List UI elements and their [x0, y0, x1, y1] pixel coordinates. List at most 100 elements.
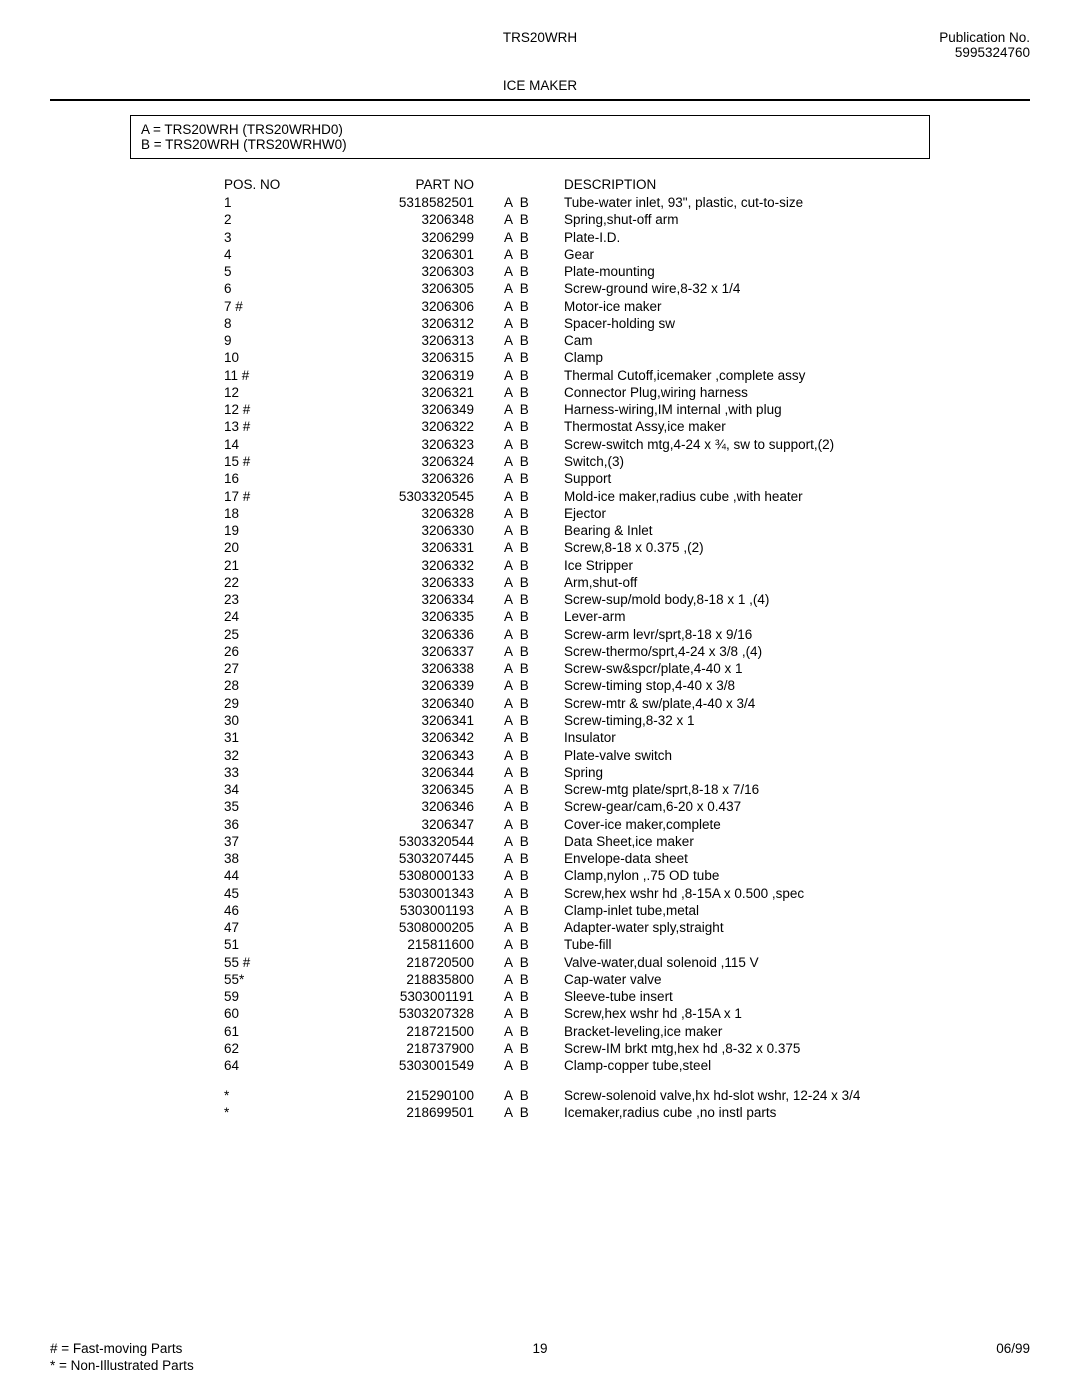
cell-ab: A B — [504, 194, 564, 211]
cell-part: 3206334 — [344, 591, 504, 608]
cell-pos: 64 — [224, 1057, 344, 1074]
cell-desc: Spacer-holding sw — [564, 315, 1010, 332]
cell-ab: A B — [504, 919, 564, 936]
cell-pos: 61 — [224, 1023, 344, 1040]
cell-desc: Ice Stripper — [564, 557, 1010, 574]
cell-desc: Clamp-inlet tube,metal — [564, 902, 1010, 919]
table-row: 253206336A BScrew-arm levr/sprt,8-18 x 9… — [224, 626, 1010, 643]
cell-pos: 35 — [224, 798, 344, 815]
cell-ab: A B — [504, 401, 564, 418]
cell-desc: Data Sheet,ice maker — [564, 833, 1010, 850]
model-line-a: A = TRS20WRH (TRS20WRHD0) — [141, 122, 919, 137]
cell-ab: A B — [504, 729, 564, 746]
cell-desc: Screw-sup/mold body,8-18 x 1 ,(4) — [564, 591, 1010, 608]
footer-date: 06/99 — [703, 1340, 1030, 1358]
cell-pos: 62 — [224, 1040, 344, 1057]
cell-desc: Motor-ice maker — [564, 298, 1010, 315]
cell-desc: Screw-mtr & sw/plate,4-40 x 3/4 — [564, 695, 1010, 712]
table-row: 15 #3206324A BSwitch,(3) — [224, 453, 1010, 470]
cell-part: 3206336 — [344, 626, 504, 643]
cell-pos: 45 — [224, 885, 344, 902]
col-header-desc: DESCRIPTION — [564, 177, 1010, 192]
cell-part: 3206301 — [344, 246, 504, 263]
cell-ab: A B — [504, 643, 564, 660]
cell-desc: Cover-ice maker,complete — [564, 816, 1010, 833]
cell-desc: Screw-gear/cam,6-20 x 0.437 — [564, 798, 1010, 815]
cell-part: 5303320545 — [344, 488, 504, 505]
table-row: 375303320544A BData Sheet,ice maker — [224, 833, 1010, 850]
table-row: 385303207445A BEnvelope-data sheet — [224, 850, 1010, 867]
table-row: 213206332A BIce Stripper — [224, 557, 1010, 574]
cell-ab: A B — [504, 867, 564, 884]
cell-desc: Screw-mtg plate/sprt,8-18 x 7/16 — [564, 781, 1010, 798]
cell-pos: 20 — [224, 539, 344, 556]
cell-part: 3206319 — [344, 367, 504, 384]
cell-pos: 30 — [224, 712, 344, 729]
cell-desc: Insulator — [564, 729, 1010, 746]
cell-pos: 8 — [224, 315, 344, 332]
cell-pos: 16 — [224, 470, 344, 487]
page-footer: # = Fast-moving Parts 19 06/99 * = Non-I… — [50, 1340, 1030, 1375]
cell-part: 3206323 — [344, 436, 504, 453]
cell-ab: A B — [504, 574, 564, 591]
cell-part: 3206332 — [344, 557, 504, 574]
cell-ab: A B — [504, 1023, 564, 1040]
cell-desc: Tube-water inlet, 93", plastic, cut-to-s… — [564, 194, 1010, 211]
cell-part: 215290100 — [344, 1087, 504, 1104]
table-row: 233206334A BScrew-sup/mold body,8-18 x 1… — [224, 591, 1010, 608]
model-line-b: B = TRS20WRH (TRS20WRHW0) — [141, 137, 919, 152]
cell-desc: Screw,hex wshr hd ,8-15A x 1 — [564, 1005, 1010, 1022]
cell-ab: A B — [504, 660, 564, 677]
table-row: 333206344A BSpring — [224, 764, 1010, 781]
cell-pos: 3 — [224, 229, 344, 246]
cell-pos: 38 — [224, 850, 344, 867]
cell-part: 3206343 — [344, 747, 504, 764]
cell-pos: 27 — [224, 660, 344, 677]
cell-pos: 25 — [224, 626, 344, 643]
cell-desc: Lever-arm — [564, 608, 1010, 625]
cell-ab: A B — [504, 1087, 564, 1104]
cell-part: 3206321 — [344, 384, 504, 401]
table-row: 183206328A BEjector — [224, 505, 1010, 522]
cell-pos: 55* — [224, 971, 344, 988]
cell-pos: 51 — [224, 936, 344, 953]
cell-ab: A B — [504, 470, 564, 487]
cell-part: 3206306 — [344, 298, 504, 315]
cell-ab: A B — [504, 954, 564, 971]
cell-part: 5303001193 — [344, 902, 504, 919]
table-row: 293206340A BScrew-mtr & sw/plate,4-40 x … — [224, 695, 1010, 712]
cell-pos: 12 — [224, 384, 344, 401]
cell-part: 5308000205 — [344, 919, 504, 936]
cell-desc: Valve-water,dual solenoid ,115 V — [564, 954, 1010, 971]
cell-pos: 5 — [224, 263, 344, 280]
cell-pos: 6 — [224, 280, 344, 297]
cell-pos: 23 — [224, 591, 344, 608]
cell-part: 3206312 — [344, 315, 504, 332]
cell-desc: Plate-valve switch — [564, 747, 1010, 764]
cell-pos: 12 # — [224, 401, 344, 418]
cell-part: 3206326 — [344, 470, 504, 487]
footer-note-star: * = Non-Illustrated Parts — [50, 1357, 377, 1375]
table-row: 283206339A BScrew-timing stop,4-40 x 3/8 — [224, 677, 1010, 694]
cell-desc: Screw-timing,8-32 x 1 — [564, 712, 1010, 729]
cell-desc: Mold-ice maker,radius cube ,with heater — [564, 488, 1010, 505]
parts-table: POS. NO PART NO DESCRIPTION 15318582501A… — [224, 177, 1010, 1121]
table-row: 7 #3206306A BMotor-ice maker — [224, 298, 1010, 315]
table-row: 123206321A BConnector Plug,wiring harnes… — [224, 384, 1010, 401]
cell-pos: 28 — [224, 677, 344, 694]
cell-desc: Clamp,nylon ,.75 OD tube — [564, 867, 1010, 884]
cell-ab: A B — [504, 781, 564, 798]
col-header-part: PART NO — [344, 177, 504, 192]
cell-ab: A B — [504, 798, 564, 815]
cell-desc: Tube-fill — [564, 936, 1010, 953]
table-row: 445308000133A BClamp,nylon ,.75 OD tube — [224, 867, 1010, 884]
table-row: 455303001343A BScrew,hex wshr hd ,8-15A … — [224, 885, 1010, 902]
cell-pos: 26 — [224, 643, 344, 660]
cell-part: 3206328 — [344, 505, 504, 522]
cell-ab: A B — [504, 902, 564, 919]
cell-pos: 47 — [224, 919, 344, 936]
cell-ab: A B — [504, 263, 564, 280]
header-publication: Publication No. 5995324760 — [703, 30, 1030, 60]
cell-part: 215811600 — [344, 936, 504, 953]
cell-ab: A B — [504, 539, 564, 556]
